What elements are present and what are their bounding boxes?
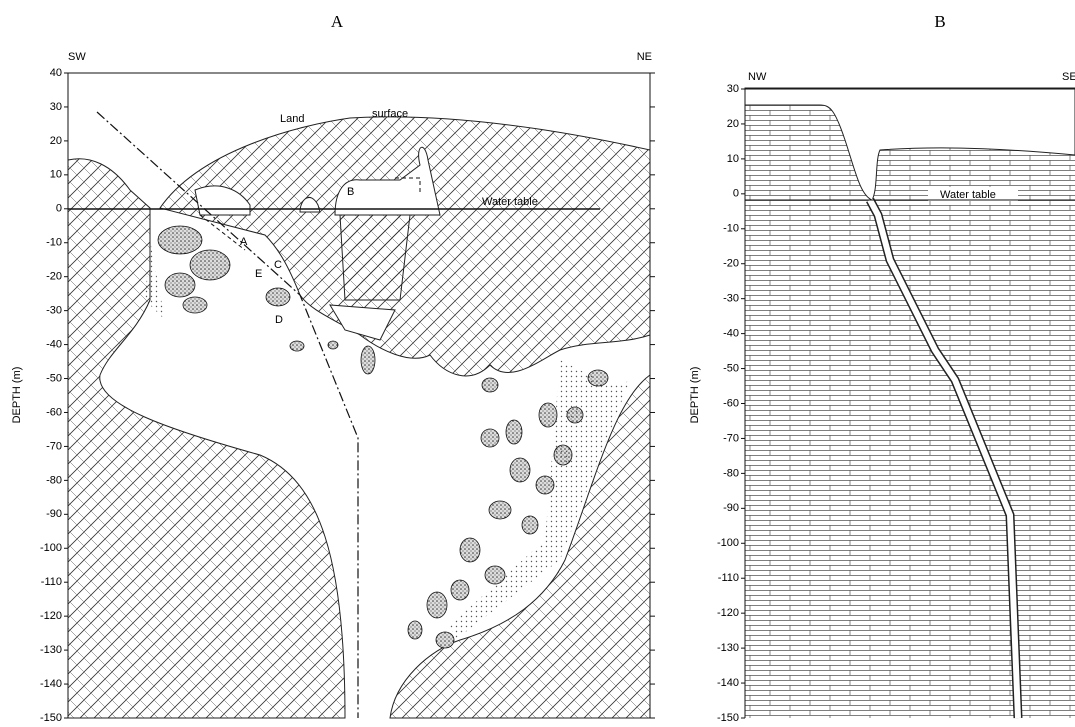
y-tick-label: -140 xyxy=(717,677,739,689)
y-tick-label: -100 xyxy=(40,542,62,554)
y-tick-label: 30 xyxy=(50,101,62,113)
y-tick-label: -10 xyxy=(723,223,739,235)
panel-title: B xyxy=(934,12,945,31)
y-tick-label: -50 xyxy=(46,372,62,384)
annotation: Land xyxy=(280,113,304,125)
annotation: Water table xyxy=(940,189,996,201)
y-tick-label: 0 xyxy=(56,203,62,215)
y-tick-label: -100 xyxy=(717,537,739,549)
panel-a: A SW NE DEPTH (m) Land surface B Water t… xyxy=(11,12,652,718)
direction-label: NW xyxy=(748,71,767,83)
y-tick-label: -20 xyxy=(723,258,739,270)
y-tick-label: 0 xyxy=(733,188,739,200)
y-tick-label: -110 xyxy=(41,576,62,588)
y-tick-label: -80 xyxy=(46,474,62,486)
y-tick-label: 10 xyxy=(727,153,739,165)
y-tick-label: 20 xyxy=(50,135,62,147)
annotation: Water table xyxy=(482,196,538,208)
y-tick-label: -40 xyxy=(46,338,62,350)
annotation: B xyxy=(347,186,354,198)
annotation: C xyxy=(274,259,282,271)
y-tick-label: 40 xyxy=(50,67,62,79)
y-tick-label: -10 xyxy=(46,237,62,249)
y-tick-label: -150 xyxy=(40,712,62,724)
y-tick-label: -30 xyxy=(46,305,62,317)
y-tick-label: 10 xyxy=(50,169,62,181)
rock xyxy=(745,89,1075,718)
y-tick-label: -90 xyxy=(723,502,739,514)
y-tick-label: -40 xyxy=(723,328,739,340)
direction-label: SW xyxy=(68,51,86,63)
y-tick-label: -110 xyxy=(718,572,739,584)
y-tick-label: 20 xyxy=(727,118,739,130)
y-tick-label: -90 xyxy=(46,508,62,520)
figure: A SW NE DEPTH (m) Land surface B Water t… xyxy=(0,0,1075,727)
y-tick-label: -60 xyxy=(723,397,739,409)
y-tick-label: -70 xyxy=(723,432,739,444)
annotation: A xyxy=(240,236,248,248)
y-tick-label: -20 xyxy=(46,271,62,283)
y-tick-label: -30 xyxy=(723,293,739,305)
y-tick-label: -120 xyxy=(717,607,739,619)
y-tick-label: -130 xyxy=(40,644,62,656)
direction-label: SE xyxy=(1062,71,1075,83)
y-tick-label: -80 xyxy=(723,467,739,479)
panel-b: B NW SE DEPTH (m) Water table xyxy=(689,12,1075,718)
annotation: surface xyxy=(372,108,408,120)
y-tick-label: -150 xyxy=(717,712,739,724)
axis-label: DEPTH (m) xyxy=(689,367,701,424)
y-tick-label: -120 xyxy=(40,610,62,622)
annotation: D xyxy=(275,314,283,326)
y-tick-label: -50 xyxy=(723,362,739,374)
y-tick-label: -130 xyxy=(717,642,739,654)
y-tick-label: -60 xyxy=(46,406,62,418)
direction-label: NE xyxy=(637,51,652,63)
panel-title: A xyxy=(331,12,344,31)
y-tick-label: 30 xyxy=(727,83,739,95)
axis-label: DEPTH (m) xyxy=(11,367,23,424)
y-tick-label: -140 xyxy=(40,678,62,690)
y-tick-label: -70 xyxy=(46,440,62,452)
annotation: E xyxy=(255,268,262,280)
